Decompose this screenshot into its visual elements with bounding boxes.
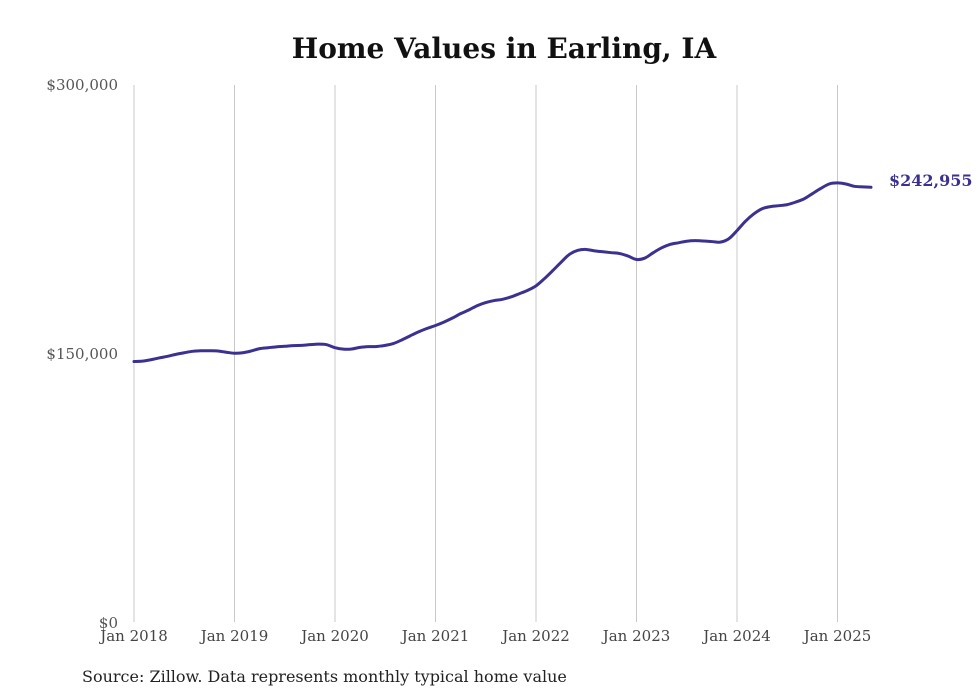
x-tick-label: Jan 2025 (802, 627, 872, 645)
x-tick-label: Jan 2020 (299, 627, 369, 645)
y-tick-label: $300,000 (46, 76, 118, 94)
latest-value-label: $242,955 (889, 171, 973, 190)
x-tick-label: Jan 2024 (701, 627, 771, 645)
y-axis-ticks: $0 $150,000 $300,000 (46, 76, 118, 632)
home-value-line (132, 181, 873, 364)
y-tick-label: $150,000 (46, 345, 118, 363)
x-tick-label: Jan 2019 (199, 627, 269, 645)
x-tick-label: Jan 2018 (98, 627, 168, 645)
source-note: Source: Zillow. Data represents monthly … (82, 667, 567, 686)
gridlines (133, 85, 838, 622)
x-tick-label: Jan 2022 (500, 627, 570, 645)
y-tick-label: $0 (99, 614, 118, 632)
x-tick-label: Jan 2023 (601, 627, 671, 645)
x-tick-label: Jan 2021 (400, 627, 470, 645)
x-axis-ticks: Jan 2018 Jan 2019 Jan 2020 Jan 2021 Jan 2022… (98, 627, 871, 645)
chart-title: Home Values in Earling, IA (292, 32, 718, 65)
